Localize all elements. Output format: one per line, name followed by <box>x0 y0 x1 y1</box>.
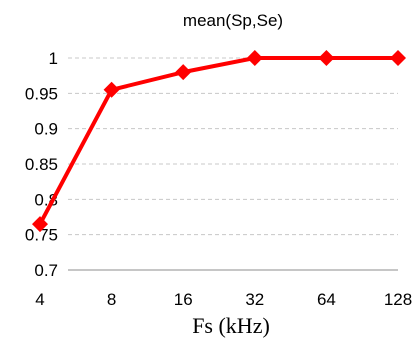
y-tick-label: 0.9 <box>34 120 58 139</box>
data-point-marker <box>32 216 48 233</box>
x-tick-label: 128 <box>384 290 412 309</box>
series <box>32 50 406 233</box>
data-point-marker <box>318 50 335 66</box>
x-tick-labels: 4 8 16 32 64 128 <box>35 290 412 309</box>
chart-title: mean(Sp,Se) <box>183 11 283 30</box>
y-tick-label: 0.75 <box>25 226 58 245</box>
gridlines <box>68 57 398 236</box>
y-tick-label: 0.7 <box>34 261 58 280</box>
x-tick-label: 32 <box>245 290 264 309</box>
x-tick-label: 16 <box>174 290 193 309</box>
x-tick-label: 64 <box>317 290 336 309</box>
x-axis-label: Fs (kHz) <box>192 313 270 338</box>
y-tick-labels: 0.70.750.80.850.90.951 <box>25 49 58 280</box>
data-point-marker <box>175 64 192 81</box>
data-point-marker <box>103 81 120 98</box>
y-tick-label: 1 <box>49 49 58 68</box>
data-point-marker <box>246 50 263 66</box>
data-point-marker <box>390 50 406 66</box>
y-tick-label: 0.95 <box>25 84 58 103</box>
series-line <box>38 56 400 227</box>
x-tick-label: 4 <box>35 290 44 309</box>
y-tick-label: 0.85 <box>25 155 58 174</box>
x-tick-label: 8 <box>107 290 116 309</box>
